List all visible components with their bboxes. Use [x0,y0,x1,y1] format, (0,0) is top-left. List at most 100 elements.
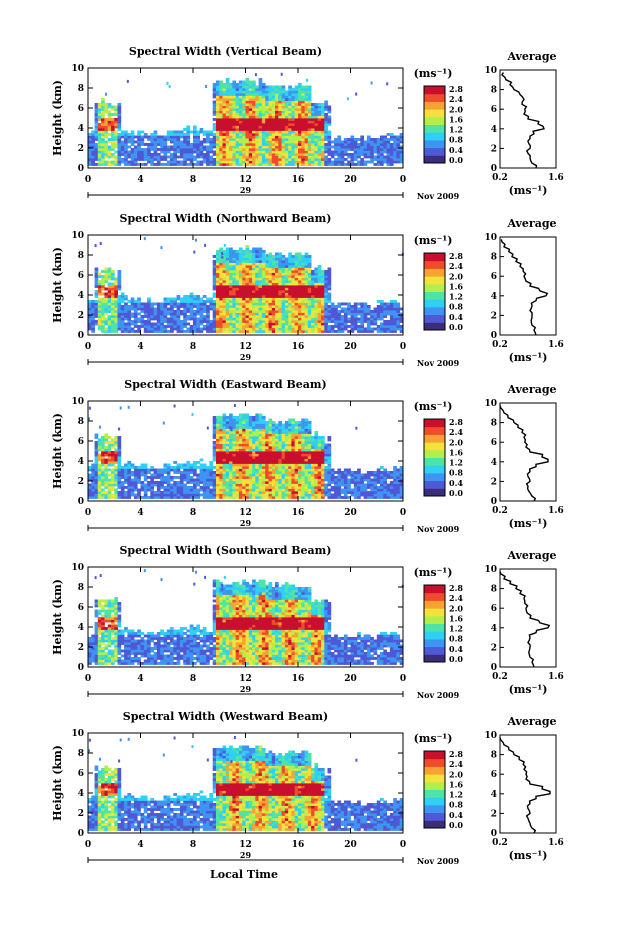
heatmap-cell [271,312,276,316]
heatmap-cell [199,305,204,308]
heatmap-cell [278,272,282,276]
heatmap-cell [232,468,237,472]
heatmap-cell [160,148,164,151]
heatmap-cell [324,277,328,281]
heatmap-cell [288,155,292,159]
heatmap-cell [252,158,256,161]
heatmap-cell [111,453,115,457]
heatmap-cell [206,145,210,149]
heatmap-cell [242,115,246,119]
heatmap-cell [212,431,217,434]
heatmap-cell [219,95,223,99]
heatmap-cell [278,290,282,293]
heatmap-cell [212,493,217,497]
heatmap-cell [288,158,292,161]
heatmap-cell [252,317,256,321]
heatmap-cell [321,330,325,333]
heatmap-cell [199,310,204,313]
heatmap-cell [107,110,112,114]
heatmap-cell [317,133,322,136]
heatmap-cell [321,160,325,164]
heatmap-cell [245,436,250,439]
heatmap-cell [88,150,92,154]
heatmap-cell [94,320,99,323]
heatmap-cell [193,302,197,306]
heatmap-cell [222,481,227,484]
heatmap-cell [216,423,220,427]
heatmap-cell [219,451,223,454]
heatmap-cell [104,272,109,276]
heatmap-cell [117,317,122,321]
heatmap-cell [288,262,292,266]
heatmap-cell [196,148,200,151]
heatmap-cell [376,330,381,333]
heatmap-cell [311,140,315,144]
heatmap-cell [301,123,305,126]
heatmap-cell [268,257,273,261]
heatmap-cell [327,110,332,114]
heatmap-cell [88,466,92,469]
heatmap-cell [170,312,174,316]
heatmap-cell [330,330,335,333]
heatmap-cell [189,143,194,146]
heatmap-cell [91,310,95,313]
heatmap-cell [376,312,381,316]
heatmap-cell [150,138,154,141]
heatmap-cell [153,135,158,139]
heatmap-cell [238,463,243,467]
heatmap-cell [298,315,302,318]
heatmap-cell [304,317,309,321]
heatmap-cell [147,481,151,484]
heatmap-cell [350,145,355,149]
heatmap-cell [140,481,145,484]
heatmap-cell [265,275,269,278]
heatmap-cell [206,478,210,482]
heatmap-cell [321,282,325,286]
heatmap-cell [261,95,266,99]
heatmap-cell [321,110,325,114]
heatmap-cell [281,287,286,291]
heatmap-cell [229,143,233,146]
heatmap-cell [307,307,312,311]
heatmap-cell [317,150,322,154]
heatmap-cell [294,88,299,91]
average-title: Average [506,50,556,63]
heatmap-cell [255,135,259,139]
heatmap-cell [324,155,328,159]
heatmap-cell [229,426,233,429]
heatmap-cell [235,160,240,164]
heatmap-cell [235,493,240,497]
heatmap-cell [166,307,171,311]
heatmap-cell [166,130,171,134]
colorbar-tick-label: 2.4 [449,94,463,104]
heatmap-cell [307,257,312,261]
heatmap-cell [383,135,387,139]
heatmap-cell [232,250,237,253]
heatmap-cell [242,160,246,164]
heatmap-cell [235,441,240,444]
heatmap-cell [133,315,138,318]
heatmap-cell [242,421,246,424]
heatmap-cell [248,496,253,499]
heatmap-cell [278,275,282,278]
heatmap-cell [225,428,230,432]
heatmap-cell [399,145,404,149]
heatmap-cell [202,476,207,479]
heatmap-cell [104,448,109,452]
heatmap-cell [235,88,240,91]
heatmap-cell [133,135,138,139]
heatmap-cell [307,163,312,166]
heatmap-cell [347,163,351,166]
heatmap-cell [225,473,230,477]
heatmap-cell [245,255,250,258]
heatmap-cell [350,158,355,161]
heatmap-cell [238,493,243,497]
heatmap-cell [298,118,302,121]
heatmap-cell [248,426,253,429]
heatmap-cell [225,453,230,457]
heatmap-cell [252,423,256,427]
heatmap-cell [216,270,220,273]
heatmap-cell [179,310,184,313]
heatmap-cell [235,260,240,263]
heatmap-cell [107,436,112,439]
